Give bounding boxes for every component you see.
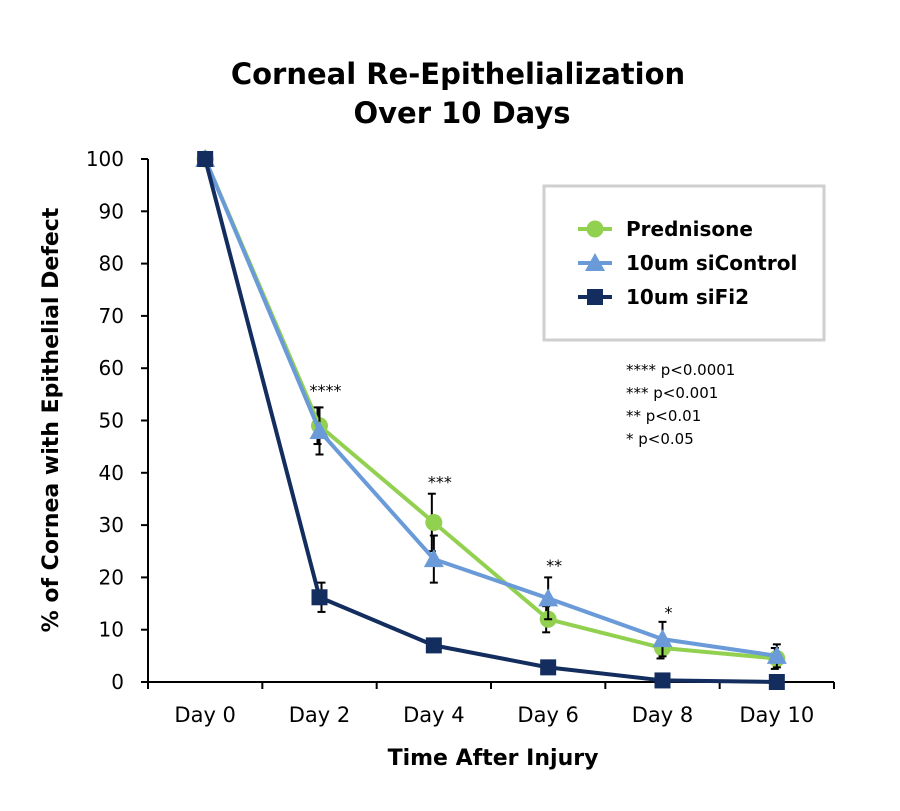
x-tick-label: Day 10 bbox=[739, 703, 814, 727]
x-tick-label: Day 8 bbox=[632, 703, 694, 727]
data-point bbox=[766, 645, 787, 664]
x-tick-label: Day 4 bbox=[403, 703, 465, 727]
x-axis-label: Time After Injury bbox=[388, 746, 599, 771]
x-ticks: Day 0 Day 2 Day 4 Day 6 Day 8 Day 10 bbox=[147, 682, 835, 727]
legend-item: 10um siFi2 bbox=[578, 285, 749, 309]
y-tick-label: 90 bbox=[99, 199, 124, 223]
data-point bbox=[197, 151, 214, 167]
legend-item: Prednisone bbox=[578, 217, 753, 241]
y-tick-label: 20 bbox=[99, 565, 124, 589]
pvalue-note: *** p<0.001 bbox=[626, 384, 718, 402]
legend-label: 10um siControl bbox=[626, 251, 797, 275]
data-point bbox=[425, 513, 443, 531]
y-ticks: 0 10 20 30 40 50 60 70 80 90 100 bbox=[86, 147, 148, 694]
y-tick-label: 30 bbox=[99, 513, 124, 537]
legend-label: 10um siFi2 bbox=[626, 285, 749, 309]
pvalue-note: * p<0.05 bbox=[626, 430, 694, 448]
data-point bbox=[311, 589, 328, 606]
significance-label: **** bbox=[310, 381, 342, 400]
significance-label: *** bbox=[428, 472, 452, 491]
data-point bbox=[768, 674, 785, 690]
x-tick-label: Day 2 bbox=[289, 703, 351, 727]
legend-items: Prednisone 10um siControl 10um siFi2 bbox=[578, 217, 797, 309]
pvalue-note: ** p<0.01 bbox=[626, 407, 701, 425]
x-tick-label: Day 0 bbox=[174, 703, 236, 727]
legend-label: Prednisone bbox=[626, 217, 753, 241]
series-group bbox=[195, 149, 787, 669]
significance-label: ** bbox=[546, 556, 562, 575]
data-point bbox=[423, 549, 444, 568]
legend-marker bbox=[587, 289, 603, 305]
legend-marker bbox=[586, 220, 604, 238]
series-group bbox=[197, 151, 785, 690]
y-tick-label: 40 bbox=[99, 461, 124, 485]
data-point bbox=[540, 659, 557, 676]
significance-label: * bbox=[665, 603, 673, 622]
y-tick-label: 70 bbox=[99, 304, 124, 328]
data-point bbox=[652, 629, 673, 648]
series-line bbox=[203, 158, 778, 658]
series-layer bbox=[195, 149, 787, 690]
pvalue-notes: **** p<0.0001 *** p<0.001 ** p<0.01 * p<… bbox=[626, 361, 735, 448]
chart-title-line-2: Over 10 Days bbox=[354, 96, 571, 130]
data-point bbox=[425, 637, 442, 654]
data-point bbox=[654, 672, 671, 689]
y-tick-label: 50 bbox=[99, 409, 124, 433]
y-axis-label: % of Cornea with Epithelial Defect bbox=[39, 207, 64, 632]
chart-title-line-1: Corneal Re-Epithelialization bbox=[231, 57, 685, 91]
legend-marker bbox=[585, 253, 605, 271]
series-line bbox=[203, 158, 777, 684]
pvalue-note: **** p<0.0001 bbox=[626, 361, 735, 379]
y-tick-label: 60 bbox=[99, 356, 124, 380]
legend: Prednisone 10um siControl 10um siFi2 bbox=[542, 184, 826, 342]
data-point bbox=[538, 588, 559, 607]
data-point bbox=[309, 420, 330, 439]
significance-labels: ********** bbox=[310, 381, 673, 622]
x-tick-label: Day 6 bbox=[517, 703, 579, 727]
y-tick-label: 80 bbox=[99, 252, 124, 276]
legend-item: 10um siControl bbox=[578, 251, 797, 275]
y-tick-label: 0 bbox=[111, 670, 124, 694]
y-tick-label: 10 bbox=[99, 618, 124, 642]
y-tick-label: 100 bbox=[86, 147, 124, 171]
